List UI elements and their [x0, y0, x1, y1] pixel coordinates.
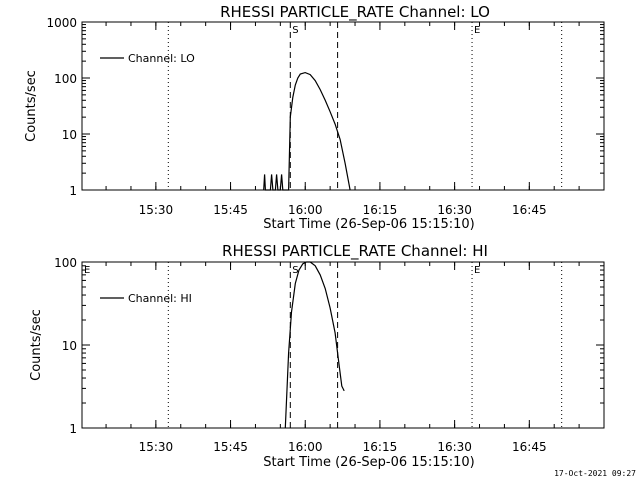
panel1-y-tick-label-0: 1 [69, 184, 77, 198]
panel1-y-tick-label-2: 100 [54, 72, 77, 86]
panel2-x-tick-label-1: 15:45 [213, 440, 248, 454]
panel1-chart-title: RHESSI PARTICLE_RATE Channel: LO [220, 3, 490, 22]
panel1-x-tick-label-0: 15:30 [139, 203, 174, 217]
panel1-x-tick-label-5: 16:45 [512, 203, 547, 217]
panel1-x-tick-label-4: 16:30 [437, 203, 472, 217]
panel2-marker-label-2: E [474, 265, 480, 276]
panel2-y-tick-label-2: 100 [54, 256, 77, 270]
panel1-y-axis-label: Counts/sec [24, 70, 39, 142]
panel2-marker-label-0: S [292, 265, 298, 276]
panel1-marker-label-0: S [292, 25, 298, 36]
panel2-x-tick-label-4: 16:30 [437, 440, 472, 454]
panel1-marker-label-2: E [474, 25, 480, 36]
panel1-legend-label: Channel: LO [128, 52, 195, 65]
footer-timestamp: 17-Oct-2021 09:27 [554, 469, 636, 478]
panel2-chart-title: RHESSI PARTICLE_RATE Channel: HI [222, 242, 488, 261]
panel1-series-line-0 [263, 71, 351, 191]
panel1-y-tick-label-1: 10 [62, 128, 77, 142]
panel1-y-tick-label-3: 1000 [46, 16, 77, 30]
panel2-axes-frame [81, 261, 605, 429]
panel1-x-tick-label-3: 16:15 [363, 203, 398, 217]
panel2-y-tick-label-0: 1 [69, 422, 77, 436]
panel2-x-tick-label-5: 16:45 [512, 440, 547, 454]
panel2-x-tick-label-3: 16:15 [363, 440, 398, 454]
panel2-x-axis-label: Start Time (26-Sep-06 15:15:10) [263, 455, 474, 470]
panel1-axes-frame [81, 21, 605, 191]
panel2-y-tick-label-1: 10 [62, 339, 77, 353]
panel2-series-line-0 [284, 261, 345, 429]
panel2-marker-label-5: E [84, 265, 90, 276]
panel2-x-tick-label-0: 15:30 [139, 440, 174, 454]
panel1-x-tick-label-2: 16:00 [288, 203, 323, 217]
panel2-x-tick-label-2: 16:00 [288, 440, 323, 454]
panel1-x-tick-label-1: 15:45 [213, 203, 248, 217]
panel2-legend-label: Channel: HI [128, 292, 192, 305]
panel1-x-axis-label: Start Time (26-Sep-06 15:15:10) [263, 217, 474, 232]
panel2-y-axis-label: Counts/sec [29, 309, 44, 381]
